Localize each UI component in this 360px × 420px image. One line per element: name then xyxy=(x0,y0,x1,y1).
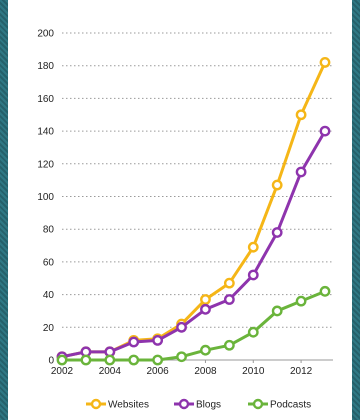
legend-swatch-marker xyxy=(178,398,190,410)
data-point xyxy=(200,303,211,315)
data-point xyxy=(200,294,211,305)
series-blogs xyxy=(56,125,331,363)
data-point xyxy=(271,305,283,317)
x-tick-label: 2002 xyxy=(51,366,74,377)
y-axis-ticks: 0 20 40 60 80 100 120 140 160 180 200 xyxy=(37,29,54,367)
x-tick-label: 2006 xyxy=(147,366,170,377)
y-tick-label: 200 xyxy=(37,29,54,40)
data-point xyxy=(319,125,331,137)
y-tick-label: 100 xyxy=(37,192,54,203)
data-point xyxy=(271,179,283,191)
legend-swatch-marker xyxy=(90,398,102,410)
legend-label: Blogs xyxy=(196,400,221,411)
data-point xyxy=(223,339,235,351)
chart-panel xyxy=(8,0,352,420)
y-tick-label: 160 xyxy=(37,94,54,105)
y-tick-label: 0 xyxy=(48,356,54,367)
legend-item-podcasts: Podcasts xyxy=(248,398,311,411)
background-pattern-right xyxy=(352,0,360,420)
data-point xyxy=(223,294,235,305)
data-point xyxy=(295,166,307,178)
data-point xyxy=(319,285,331,297)
background-pattern-left xyxy=(0,0,8,420)
data-point xyxy=(247,241,259,253)
data-point xyxy=(176,351,187,363)
legend: Websites Blogs Podcasts xyxy=(86,398,311,411)
legend-item-blogs: Blogs xyxy=(174,398,221,411)
y-tick-label: 120 xyxy=(37,159,54,170)
data-point xyxy=(200,344,211,356)
series-layer xyxy=(56,57,331,366)
legend-label: Podcasts xyxy=(270,400,311,411)
y-tick-label: 180 xyxy=(37,61,54,72)
data-point xyxy=(152,334,164,346)
y-tick-label: 40 xyxy=(43,290,55,301)
data-point xyxy=(176,321,187,333)
legend-item-websites: Websites xyxy=(86,398,149,411)
data-point xyxy=(128,336,140,348)
series-websites xyxy=(56,57,331,363)
series-podcasts xyxy=(56,285,331,366)
data-point xyxy=(247,269,259,281)
data-point xyxy=(152,354,164,366)
x-tick-label: 2004 xyxy=(99,366,122,377)
series-line xyxy=(60,289,327,362)
gridlines xyxy=(62,32,333,328)
legend-swatch-marker xyxy=(252,398,264,410)
legend-label: Websites xyxy=(108,400,149,411)
data-point xyxy=(80,354,92,366)
data-point xyxy=(223,277,235,289)
data-point xyxy=(271,227,283,238)
x-tick-label: 2008 xyxy=(194,366,217,377)
x-tick-label: 2012 xyxy=(290,366,313,377)
data-point xyxy=(319,57,331,68)
data-point xyxy=(247,326,259,338)
data-point xyxy=(56,354,68,366)
data-point xyxy=(295,109,307,121)
y-tick-label: 140 xyxy=(37,127,54,138)
y-tick-label: 80 xyxy=(43,225,55,236)
y-tick-label: 60 xyxy=(43,257,55,268)
data-point xyxy=(104,354,116,366)
y-tick-label: 20 xyxy=(43,323,55,334)
x-tick-label: 2010 xyxy=(242,366,265,377)
data-point xyxy=(295,295,307,307)
data-point xyxy=(128,354,140,366)
